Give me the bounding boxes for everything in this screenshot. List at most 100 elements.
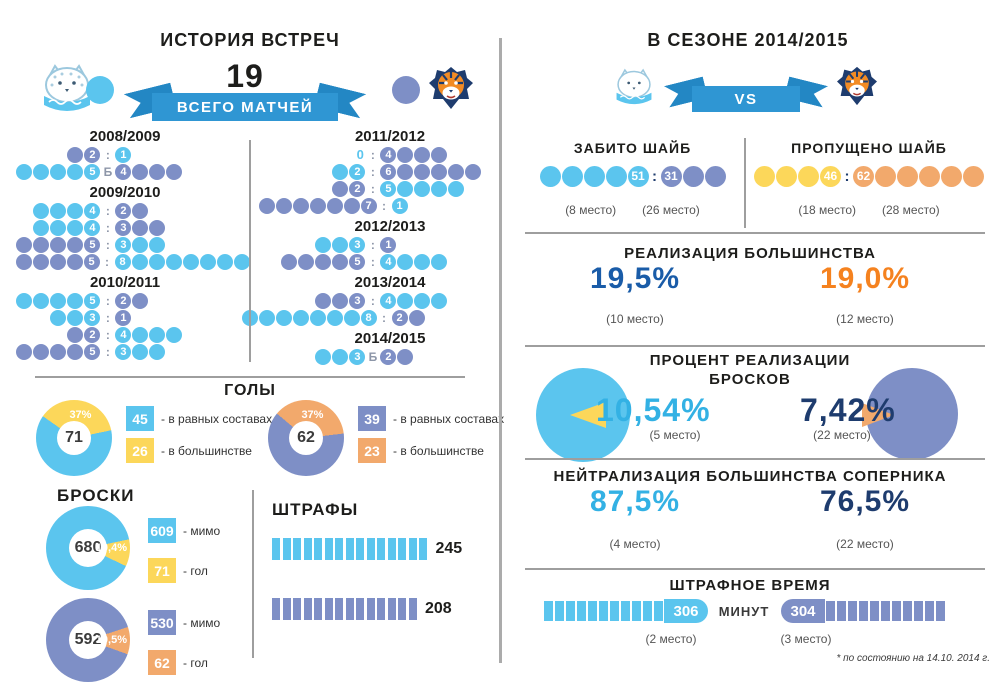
- score-dot: [292, 197, 309, 214]
- score-side: 4: [115, 163, 250, 180]
- rank-label: (26 место): [642, 203, 700, 217]
- legend-label: - в равных составах: [393, 411, 505, 426]
- score-dot: [397, 146, 414, 163]
- rank-label: (3 место): [780, 632, 832, 646]
- score-dot: [963, 166, 984, 187]
- score-dot: [414, 146, 431, 163]
- bar-segment: [345, 538, 354, 560]
- penalty-bar-value: 245: [435, 540, 463, 557]
- score-dot: [15, 253, 32, 270]
- score-dot: [275, 197, 292, 214]
- total-matches-ribbon: ВСЕГО МАТЧЕЙ: [152, 93, 338, 121]
- score-dot: [309, 197, 326, 214]
- score-dot: [682, 166, 704, 187]
- team-a-color-dot: [86, 76, 114, 104]
- score-dot-value: 3: [349, 236, 366, 253]
- score-dot: [397, 253, 414, 270]
- bar-segment: [566, 601, 575, 621]
- bar-segment: [293, 538, 301, 560]
- score-dot: [149, 236, 166, 253]
- score-side: 2: [0, 326, 101, 343]
- score-separator: :: [105, 220, 110, 235]
- score-dot: [16, 163, 33, 180]
- rank-label: (22 место): [813, 428, 871, 442]
- score-dot: [941, 166, 962, 187]
- match-score-row: 3:4: [265, 292, 515, 309]
- legend-label: - гол: [183, 655, 208, 670]
- score-dot-value: 3: [115, 343, 132, 360]
- score-dot-value: 3: [115, 236, 132, 253]
- arrow-right-icon: [862, 403, 894, 427]
- score-side: 2: [115, 202, 250, 219]
- score-dot-value: 2: [349, 180, 366, 197]
- score-dot: [33, 236, 50, 253]
- score-dot: [431, 292, 448, 309]
- legend-value: 26: [126, 438, 154, 463]
- score-side: 1: [115, 309, 250, 326]
- score-dot-value: 5: [84, 292, 101, 309]
- score-side: 3: [265, 348, 366, 365]
- team-a-logo-right: [616, 68, 652, 105]
- match-score-row: 5:3: [0, 343, 250, 360]
- score-dot-value: 3: [115, 219, 132, 236]
- score-dot: [165, 253, 182, 270]
- score-dot: [465, 163, 482, 180]
- score-side: 1: [115, 146, 250, 163]
- donut-total: 71: [57, 421, 91, 455]
- bar-segment: [314, 598, 322, 620]
- legend-value: 71: [148, 558, 176, 583]
- bar-segment: [555, 601, 564, 621]
- match-score-row: 5:8: [0, 253, 250, 270]
- score-dot: [397, 348, 414, 365]
- bar-segment: [925, 601, 934, 621]
- score-dot: [216, 253, 233, 270]
- legend-item: 609 - мимо: [148, 518, 220, 543]
- score-dot: [67, 326, 84, 343]
- score-dot: [50, 163, 67, 180]
- score-zero: 0: [356, 147, 364, 162]
- score-dot: [67, 236, 84, 253]
- score-dot: [50, 292, 67, 309]
- season-column-right: 2011/2012 0:4 2:6 2:5 7:1 2012/2013 3:1 5:4 2013…: [241, 128, 515, 369]
- season-title: 2014/2015: [354, 330, 426, 347]
- bar-segment: [398, 598, 406, 620]
- score-dot: [275, 309, 292, 326]
- bar-segment: [272, 538, 280, 560]
- stat-value: 7,42%: [800, 392, 896, 428]
- powerplay-title: РЕАЛИЗАЦИЯ БОЛЬШИНСТВА: [624, 245, 876, 262]
- bar-segment: [303, 598, 312, 620]
- penalty-bar: 208: [272, 598, 462, 620]
- score-side: 5: [0, 343, 101, 360]
- shots-donut-team-b: 592 10,5%: [46, 598, 130, 682]
- score-dot: [326, 197, 343, 214]
- score-side: 8: [114, 253, 250, 270]
- score-separator: :: [370, 293, 375, 308]
- score-separator: :: [370, 237, 375, 252]
- score-side: 4: [380, 292, 515, 309]
- match-score-row: 2:1: [0, 146, 250, 163]
- score-side: 4: [380, 146, 515, 163]
- score-side: 3: [265, 292, 366, 309]
- donut-total: 62: [289, 421, 323, 455]
- shots-legend-team-b: 530 - мимо 62 - гол: [148, 610, 220, 690]
- ribbon-label: ВСЕГО МАТЧЕЙ: [152, 93, 338, 121]
- season-block: 2012/2013 3:1 5:4: [265, 218, 515, 270]
- score-dot: [132, 219, 149, 236]
- shot-pct-title: ПРОЦЕНТ РЕАЛИЗАЦИИ БРОСКОВ: [649, 352, 851, 388]
- score-side: 0: [265, 147, 366, 162]
- stat-value: 76,5%: [819, 485, 911, 518]
- bar-segment: [826, 601, 835, 621]
- score-separator: :: [105, 203, 110, 218]
- score-dot: [149, 326, 166, 343]
- legend-item: 26 - в большинстве: [126, 438, 272, 463]
- score-separator: :: [382, 310, 386, 325]
- legend-label: - в большинстве: [393, 443, 484, 458]
- score-side: 2: [115, 292, 250, 309]
- legend-item: 23 - в большинстве: [358, 438, 504, 463]
- score-dot: [448, 163, 465, 180]
- score-dot: [897, 166, 918, 187]
- bar-segment: [356, 598, 364, 620]
- score-separator: :: [105, 327, 110, 342]
- legend-value: 530: [148, 610, 176, 635]
- conceded-title: ПРОПУЩЕНО ШАЙБ: [791, 140, 947, 156]
